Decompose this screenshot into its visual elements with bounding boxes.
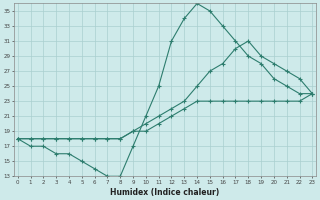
X-axis label: Humidex (Indice chaleur): Humidex (Indice chaleur) xyxy=(110,188,220,197)
